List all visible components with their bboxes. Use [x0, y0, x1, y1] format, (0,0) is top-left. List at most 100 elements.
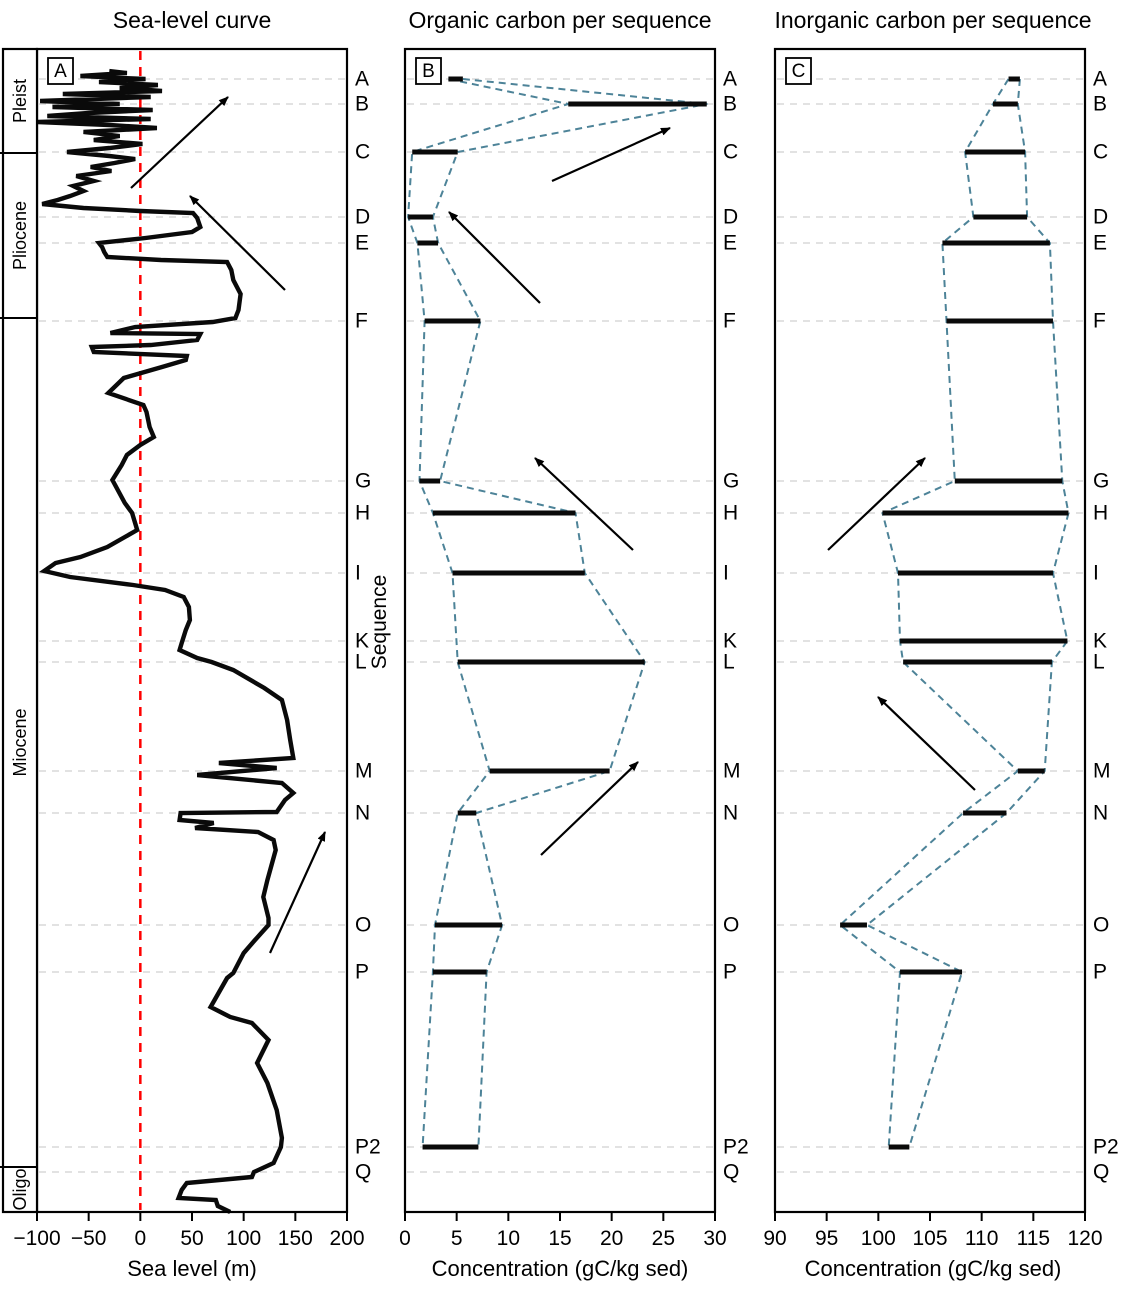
sequence-label-K: K: [1093, 630, 1107, 653]
trend-arrow: [130, 96, 229, 189]
trend-arrow: [534, 457, 634, 551]
x-tick-label: 90: [763, 1227, 786, 1250]
sequence-label-O: O: [1093, 914, 1109, 937]
sequence-label-I: I: [1093, 562, 1099, 585]
sequence-label-L: L: [723, 651, 735, 674]
sequence-label-H: H: [723, 502, 738, 525]
sequence-label-E: E: [723, 232, 737, 255]
chart-c-title: Inorganic carbon per sequence: [774, 7, 1091, 33]
sequence-label-A: A: [355, 68, 369, 91]
envelope-max-line: [866, 78, 1070, 1148]
trend-arrow: [877, 696, 976, 791]
sequence-label-P: P: [1093, 961, 1107, 984]
x-tick-label: 25: [652, 1227, 675, 1250]
sequence-label-K: K: [355, 630, 369, 653]
sequence-label-F: F: [355, 310, 368, 333]
x-tick-label: 0: [399, 1227, 411, 1250]
trend-arrow: [189, 195, 286, 291]
sequence-label-P2: P2: [355, 1136, 381, 1159]
sequence-label-D: D: [355, 206, 370, 229]
x-tick-label: −100: [13, 1227, 60, 1250]
x-tick-label: 110: [965, 1227, 998, 1250]
x-tick-label: 95: [815, 1227, 838, 1250]
sequence-label-G: G: [723, 470, 739, 493]
sequence-label-D: D: [723, 206, 738, 229]
sequence-label-N: N: [723, 802, 738, 825]
envelope-min-line: [407, 78, 570, 1148]
chart-b-xlabel: Concentration (gC/kg sed): [432, 1256, 689, 1281]
x-tick-label: 150: [278, 1227, 313, 1250]
x-tick-label: 105: [912, 1227, 947, 1250]
panel-border: [35, 47, 349, 1214]
trend-arrow: [551, 126, 671, 183]
sequence-label-P2: P2: [723, 1136, 749, 1159]
sequence-label-E: E: [1093, 232, 1107, 255]
panel-letter-b: B: [415, 57, 442, 85]
epoch-label-Oligo: Oligo: [10, 1168, 30, 1210]
x-tick-label: 100: [226, 1227, 261, 1250]
chart-a-xlabel: Sea level (m): [127, 1256, 257, 1281]
sequence-label-K: K: [723, 630, 737, 653]
x-tick-label: 15: [548, 1227, 571, 1250]
x-tick-label: 0: [134, 1227, 146, 1250]
sequence-label-A: A: [1093, 68, 1107, 91]
sequence-label-H: H: [355, 502, 370, 525]
sequence-label-O: O: [723, 914, 739, 937]
epoch-label-Pleist: Pleist: [10, 79, 30, 123]
sequence-label-L: L: [1093, 651, 1105, 674]
panel-border: [773, 47, 1087, 1214]
panel-letter-c: C: [785, 57, 812, 85]
x-tick-label: 5: [451, 1227, 463, 1250]
sequence-label-E: E: [355, 232, 369, 255]
chart-b-title: Organic carbon per sequence: [408, 7, 711, 33]
sequence-label-G: G: [355, 470, 371, 493]
envelope-min-line: [839, 78, 1019, 1148]
trend-arrow: [268, 831, 327, 954]
x-tick-label: 100: [861, 1227, 896, 1250]
sequence-label-B: B: [723, 93, 737, 116]
sequence-label-G: G: [1093, 470, 1109, 493]
envelope-max-line: [431, 78, 708, 1148]
sequence-label-L: L: [355, 651, 367, 674]
sequence-label-B: B: [1093, 93, 1107, 116]
x-tick-label: 20: [600, 1227, 623, 1250]
trend-arrow: [827, 457, 926, 551]
x-tick-label: 115: [1017, 1227, 1050, 1250]
sequence-label-Q: Q: [723, 1161, 739, 1184]
sequence-label-C: C: [1093, 141, 1108, 164]
sequence-label-M: M: [723, 760, 741, 783]
sequence-label-I: I: [723, 562, 729, 585]
sequence-label-P2: P2: [1093, 1136, 1119, 1159]
x-tick-label: 120: [1067, 1227, 1102, 1250]
panel-letter-c-text: C: [792, 61, 806, 82]
sequence-label-D: D: [1093, 206, 1108, 229]
x-tick-label: 30: [703, 1227, 726, 1250]
panel-letter-a: A: [47, 57, 74, 85]
sequence-label-N: N: [1093, 802, 1108, 825]
sequence-label-C: C: [723, 141, 738, 164]
sequence-label-M: M: [355, 760, 373, 783]
x-tick-label: 50: [180, 1227, 203, 1250]
sequence-label-P: P: [723, 961, 737, 984]
x-tick-label: 200: [329, 1227, 364, 1250]
sequence-label-H: H: [1093, 502, 1108, 525]
sequence-label-M: M: [1093, 760, 1111, 783]
sequence-label-Q: Q: [1093, 1161, 1109, 1184]
epoch-label-Miocene: Miocene: [10, 708, 30, 776]
epoch-strip: Pleist Pliocene Miocene Oligo: [0, 47, 39, 1214]
sequence-label-B: B: [355, 93, 369, 116]
panel-inorganic_carbon: 90 95 100 105 110 115 120 AB C DE F GH I KL MN O P P2Q: [763, 47, 1119, 1250]
sequence-label-F: F: [723, 310, 736, 333]
x-tick-label: 10: [497, 1227, 520, 1250]
sequence-label-O: O: [355, 914, 371, 937]
panel-letter-b-text: B: [422, 61, 435, 82]
sequence-label-N: N: [355, 802, 370, 825]
sequence-label-A: A: [723, 68, 737, 91]
epoch-label-Pliocene: Pliocene: [10, 201, 30, 270]
sequence-label-I: I: [355, 562, 361, 585]
